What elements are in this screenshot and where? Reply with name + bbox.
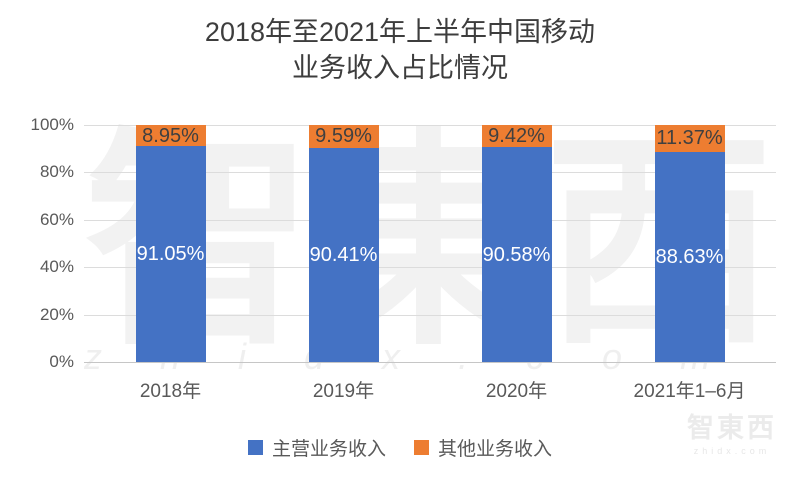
y-tick-label-20: 20% [39,304,74,324]
bar-group-2020年: 90.58% 9.42% [481,125,552,362]
gridline-80 [84,172,776,174]
y-tick-label-100: 100% [30,115,74,134]
bar-segment-main-revenue: 90.58% [481,147,552,362]
bar-value-label-main: 91.05% [136,243,205,266]
legend: 主营业务收入 其他业务收入 [0,434,800,461]
legend-swatch-other-revenue [414,440,429,455]
bar-segment-other-revenue: 8.95% [135,124,206,147]
gridline-60 [84,219,776,221]
legend-item-main-revenue: 主营业务收入 [247,434,386,461]
y-tick-label-60: 60% [39,209,74,229]
chart-title-line2: 业务收入占比情况 [292,53,508,83]
bar-group-2018年: 91.05% 8.95% [135,124,206,362]
y-tick-label-40: 40% [39,257,74,277]
plot-area: 0% 20% 40% 60% 80% 100% 91.05% 8.95% 2018年 90.41%… [31,115,776,402]
legend-swatch-main-revenue [247,440,263,455]
legend-label-main-revenue: 主营业务收入 [271,439,386,460]
x-tick-label-2020年: 2020年 [485,381,548,402]
gridline-100 [84,125,776,126]
bar-value-label-main: 90.41% [309,243,378,266]
gridline-20 [84,314,776,316]
bar-group-2019年: 90.41% 9.59% [308,125,379,362]
bar-value-label-other: 9.59% [315,125,372,148]
bar-value-label-other: 9.42% [488,125,545,148]
bar-value-label-other: 8.95% [142,124,199,147]
bar-value-label-main: 88.63% [655,245,724,268]
bar-segment-other-revenue: 9.42% [481,125,552,148]
bar-value-label-main: 90.58% [482,243,551,266]
bar-segment-main-revenue: 90.41% [308,147,379,362]
chart-title-line1: 2018年至2021年上半年中国移动 [204,17,596,47]
chart-title: 2018年至2021年上半年中国移动 业务收入占比情况 [0,14,800,86]
y-tick-label-0: 0% [49,352,74,371]
bar-segment-main-revenue: 91.05% [135,146,206,362]
x-tick-label-2019年: 2019年 [312,381,375,402]
bar-segment-main-revenue: 88.63% [654,151,725,362]
x-tick-label-2018年: 2018年 [139,381,202,402]
legend-label-other-revenue: 其他业务收入 [438,439,553,460]
gridline-40 [84,267,776,269]
y-tick-label-80: 80% [39,162,74,182]
x-tick-label-2021年1–6月: 2021年1–6月 [633,381,746,402]
bar-segment-other-revenue: 11.37% [654,125,725,152]
legend-item-other-revenue: 其他业务收入 [414,434,552,461]
gridline-0 [84,362,776,363]
bar-segment-other-revenue: 9.59% [308,125,379,148]
bar-group-2021年1–6月: 88.63% 11.37% [654,125,725,362]
bar-value-label-other: 11.37% [656,127,723,150]
